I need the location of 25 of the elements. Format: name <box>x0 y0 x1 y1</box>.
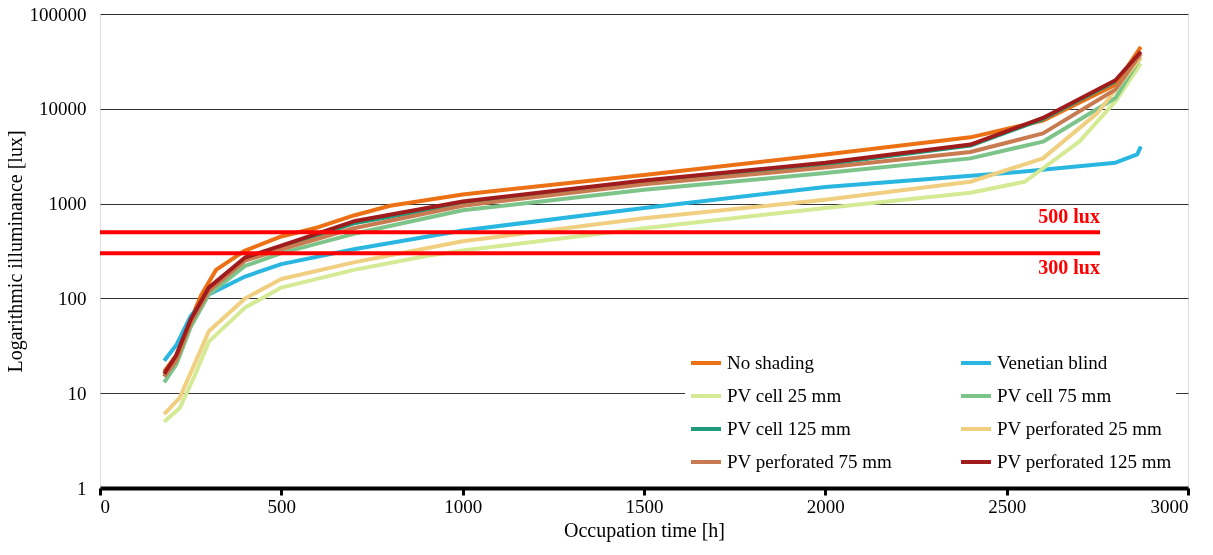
x-tick-label: 1000 <box>444 495 483 517</box>
x-tick-label: 2500 <box>988 495 1027 517</box>
legend-label: Venetian blind <box>997 352 1108 373</box>
x-tick-label: 3000 <box>1150 495 1189 517</box>
legend-label: PV perforated 125 mm <box>997 451 1172 472</box>
y-tick-label: 10000 <box>39 98 87 120</box>
legend-label: PV perforated 25 mm <box>997 418 1163 439</box>
x-tick-label: 500 <box>267 495 297 517</box>
x-tick-label: 2000 <box>806 495 845 517</box>
y-tick-label: 1 <box>77 477 87 499</box>
legend-label: PV cell 125 mm <box>727 418 851 439</box>
y-tick-label: 100000 <box>29 3 87 25</box>
legend-label: PV perforated 75 mm <box>727 451 893 472</box>
ref-line-label: 300 lux <box>1038 256 1100 279</box>
y-tick-label: 1000 <box>48 193 87 215</box>
ref-line-label: 500 lux <box>1038 205 1100 228</box>
x-tick-label: 1500 <box>625 495 664 517</box>
y-tick-label: 100 <box>58 287 87 309</box>
x-tick-label: 0 <box>100 495 110 517</box>
legend-label: PV cell 25 mm <box>727 385 842 406</box>
y-tick-label: 10 <box>67 382 87 404</box>
legend-label: No shading <box>727 352 815 373</box>
legend-label: PV cell 75 mm <box>997 385 1112 406</box>
y-axis-title: Logarithmic illuminance [lux] <box>3 130 27 373</box>
x-axis-title: Occupation time [h] <box>563 518 726 542</box>
